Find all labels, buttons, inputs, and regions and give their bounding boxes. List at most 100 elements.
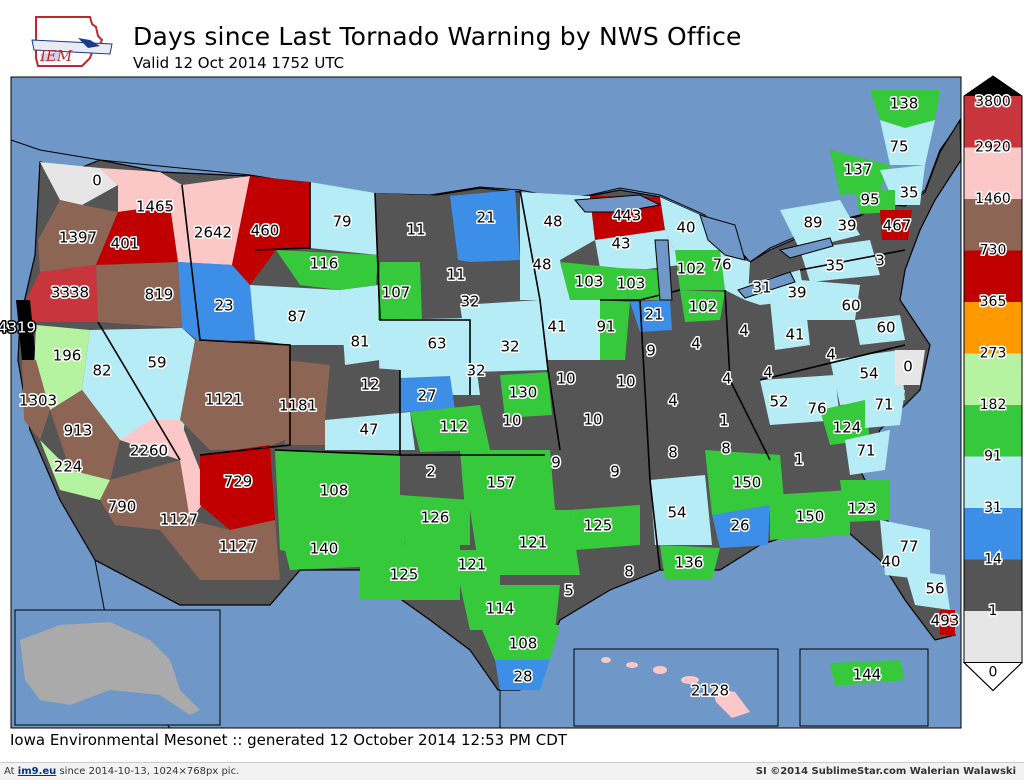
legend-label: 2920 <box>975 140 1011 156</box>
office-label-halo: 47 <box>359 421 378 439</box>
office-label: 493 <box>931 612 960 630</box>
office-label-halo: 467 <box>883 217 912 235</box>
hosting-suffix: since 2014-10-13, 1024×768px pic. <box>56 766 240 777</box>
office-label-halo: 2128 <box>691 682 729 700</box>
office-label: 32 <box>500 338 519 356</box>
office-label-halo: 10 <box>583 411 602 429</box>
office-label-halo: 71 <box>874 396 893 414</box>
legend-label: 91 <box>984 449 1002 465</box>
office-label: 35 <box>899 184 918 202</box>
office-label-halo: 52 <box>769 393 788 411</box>
office-label-halo: 54 <box>667 504 686 522</box>
office-label-halo: 10 <box>616 373 635 391</box>
office-label-halo: 150 <box>796 508 825 526</box>
office-label-halo: 76 <box>807 400 826 418</box>
office-label-halo: 23 <box>214 297 233 315</box>
legend-swatch <box>964 199 1022 251</box>
office-label: 77 <box>899 538 918 556</box>
office-label: 10 <box>583 411 602 429</box>
office-label: 47 <box>359 421 378 439</box>
office-label: 108 <box>320 482 349 500</box>
office-label-halo: 60 <box>876 319 895 337</box>
office-label-halo: 9 <box>646 342 656 360</box>
office-label: 28 <box>513 668 532 686</box>
office-label: 121 <box>519 534 548 552</box>
office-label: 32 <box>466 362 485 380</box>
office-label: 63 <box>427 335 446 353</box>
legend-label: 0 <box>989 665 998 681</box>
office-label-halo: 2 <box>426 463 436 481</box>
office-label-halo: 125 <box>390 566 419 584</box>
office-label: 9 <box>551 454 561 472</box>
office-label-halo: 4 <box>826 346 836 364</box>
office-label: 196 <box>53 347 82 365</box>
office-label-halo: 130 <box>509 384 538 402</box>
office-label-halo: 48 <box>543 213 562 231</box>
office-label: 150 <box>796 508 825 526</box>
office-label: 125 <box>584 517 613 535</box>
office-label: 729 <box>224 473 253 491</box>
office-label: 124 <box>833 419 862 437</box>
office-label-halo: 39 <box>837 217 856 235</box>
office-label-halo: 60 <box>841 297 860 315</box>
office-label: 95 <box>860 191 879 209</box>
office-label: 130 <box>509 384 538 402</box>
office-label: 1181 <box>279 397 317 415</box>
office-label: 60 <box>876 319 895 337</box>
office-label: 138 <box>890 95 919 113</box>
office-label-halo: 123 <box>848 500 877 518</box>
office-label: 54 <box>667 504 686 522</box>
office-label-halo: 157 <box>487 474 516 492</box>
office-label-halo: 1181 <box>279 397 317 415</box>
office-label-halo: 77 <box>899 538 918 556</box>
office-label-halo: 140 <box>310 540 339 558</box>
office-label-halo: 71 <box>856 442 875 460</box>
office-label-halo: 32 <box>466 362 485 380</box>
office-label-halo: 4 <box>763 364 773 382</box>
office-label: 137 <box>844 161 873 179</box>
office-label-halo: 1 <box>719 412 729 430</box>
office-label-halo: 59 <box>147 354 166 372</box>
office-label-halo: 1127 <box>160 511 198 529</box>
office-label-halo: 1 <box>794 451 804 469</box>
office-label-halo: 32 <box>500 338 519 356</box>
office-label-halo: 112 <box>440 418 469 436</box>
legend-label: 14 <box>984 552 1002 568</box>
legend-swatch <box>964 302 1022 354</box>
office-label-halo: 89 <box>803 214 822 232</box>
office-label-halo: 121 <box>519 534 548 552</box>
office-label: 443 <box>613 207 642 225</box>
office-label-halo: 8 <box>668 444 678 462</box>
legend-swatch <box>964 559 1022 611</box>
office-label: 35 <box>825 257 844 275</box>
office-label: 40 <box>881 553 900 571</box>
office-label: 913 <box>64 422 93 440</box>
office-label: 123 <box>848 500 877 518</box>
office-label-halo: 103 <box>575 273 604 291</box>
office-label: 41 <box>785 326 804 344</box>
valid-time: Valid 12 Oct 2014 1752 UTC <box>133 54 345 72</box>
office-label: 75 <box>889 138 908 156</box>
office-label: 23 <box>214 297 233 315</box>
office-label-halo: 79 <box>332 213 351 231</box>
office-label-halo: 81 <box>350 333 369 351</box>
legend-swatch <box>964 405 1022 457</box>
office-label-halo: 32 <box>460 293 479 311</box>
office-label: 91 <box>596 318 615 336</box>
office-label: 5 <box>564 582 574 600</box>
office-label: 48 <box>532 256 551 274</box>
office-label: 125 <box>390 566 419 584</box>
office-label-halo: 35 <box>825 257 844 275</box>
office-label: 10 <box>616 373 635 391</box>
office-label: 1 <box>794 451 804 469</box>
hosting-link[interactable]: im9.eu <box>17 766 57 777</box>
office-label-halo: 103 <box>617 275 646 293</box>
office-label-halo: 27 <box>417 387 436 405</box>
office-label: 144 <box>853 666 882 684</box>
office-label: 102 <box>677 260 706 278</box>
office-label-halo: 913 <box>64 422 93 440</box>
legend-swatch <box>964 456 1022 508</box>
office-label-halo: 12 <box>360 376 379 394</box>
office-label: 76 <box>807 400 826 418</box>
